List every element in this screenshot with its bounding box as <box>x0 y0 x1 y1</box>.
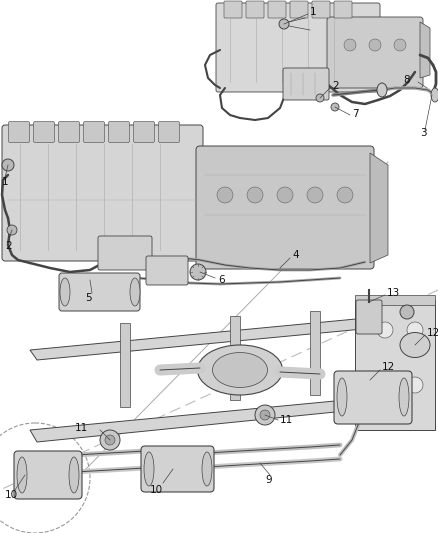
FancyBboxPatch shape <box>109 122 130 142</box>
Ellipse shape <box>399 378 409 416</box>
Text: 11: 11 <box>280 415 293 425</box>
Circle shape <box>7 225 17 235</box>
Ellipse shape <box>69 457 79 493</box>
Circle shape <box>100 430 120 450</box>
Circle shape <box>105 435 115 445</box>
Polygon shape <box>30 395 405 442</box>
FancyBboxPatch shape <box>283 68 329 100</box>
Text: 9: 9 <box>265 475 272 485</box>
FancyBboxPatch shape <box>290 1 308 18</box>
FancyBboxPatch shape <box>59 273 140 311</box>
Polygon shape <box>30 315 405 360</box>
Text: 7: 7 <box>352 109 359 119</box>
Text: 10: 10 <box>150 485 163 495</box>
FancyBboxPatch shape <box>14 451 82 499</box>
FancyBboxPatch shape <box>159 122 180 142</box>
Circle shape <box>277 187 293 203</box>
Ellipse shape <box>400 333 430 358</box>
Polygon shape <box>120 323 130 407</box>
Ellipse shape <box>337 378 347 416</box>
Circle shape <box>400 305 414 319</box>
Ellipse shape <box>431 88 438 102</box>
FancyBboxPatch shape <box>268 1 286 18</box>
FancyBboxPatch shape <box>33 122 54 142</box>
Circle shape <box>369 39 381 51</box>
FancyBboxPatch shape <box>334 371 412 424</box>
Text: 1: 1 <box>310 7 317 17</box>
FancyBboxPatch shape <box>334 1 352 18</box>
Text: 8: 8 <box>403 75 410 85</box>
Circle shape <box>307 187 323 203</box>
FancyBboxPatch shape <box>59 122 80 142</box>
FancyBboxPatch shape <box>216 3 380 92</box>
Polygon shape <box>310 311 320 395</box>
Text: 10: 10 <box>5 490 18 500</box>
Circle shape <box>394 39 406 51</box>
Ellipse shape <box>377 83 387 97</box>
Circle shape <box>247 187 263 203</box>
Polygon shape <box>420 22 430 78</box>
FancyBboxPatch shape <box>8 122 29 142</box>
FancyBboxPatch shape <box>146 256 188 285</box>
Circle shape <box>260 410 270 420</box>
Text: 2: 2 <box>5 241 12 251</box>
FancyBboxPatch shape <box>312 1 330 18</box>
FancyBboxPatch shape <box>141 446 214 492</box>
Circle shape <box>377 322 393 338</box>
Text: 1: 1 <box>2 177 9 187</box>
Circle shape <box>217 187 233 203</box>
FancyBboxPatch shape <box>134 122 155 142</box>
Text: 11: 11 <box>75 423 88 433</box>
Text: 12: 12 <box>382 362 395 372</box>
FancyBboxPatch shape <box>84 122 105 142</box>
Circle shape <box>337 187 353 203</box>
Ellipse shape <box>212 352 268 387</box>
Ellipse shape <box>130 278 140 306</box>
Circle shape <box>344 39 356 51</box>
Ellipse shape <box>198 345 283 395</box>
FancyBboxPatch shape <box>2 125 203 261</box>
Ellipse shape <box>60 278 70 306</box>
Text: 6: 6 <box>218 275 225 285</box>
Circle shape <box>407 322 423 338</box>
Polygon shape <box>355 300 435 430</box>
Ellipse shape <box>17 457 27 493</box>
Circle shape <box>2 159 14 171</box>
Text: 3: 3 <box>420 128 427 138</box>
Ellipse shape <box>202 452 212 486</box>
FancyBboxPatch shape <box>196 146 374 269</box>
FancyBboxPatch shape <box>327 17 423 88</box>
Text: 5: 5 <box>85 293 92 303</box>
Text: 4: 4 <box>292 250 299 260</box>
Circle shape <box>377 377 393 393</box>
Circle shape <box>190 264 206 280</box>
Text: 12: 12 <box>427 328 438 338</box>
FancyBboxPatch shape <box>246 1 264 18</box>
FancyBboxPatch shape <box>98 236 152 270</box>
Circle shape <box>407 377 423 393</box>
FancyBboxPatch shape <box>224 1 242 18</box>
Text: 13: 13 <box>387 288 400 298</box>
Circle shape <box>331 103 339 111</box>
Polygon shape <box>230 316 240 400</box>
Polygon shape <box>355 295 435 305</box>
FancyBboxPatch shape <box>356 300 382 334</box>
Ellipse shape <box>144 452 154 486</box>
Polygon shape <box>370 153 388 263</box>
Text: 2: 2 <box>332 81 339 91</box>
Circle shape <box>316 94 324 102</box>
Circle shape <box>279 19 289 29</box>
Circle shape <box>255 405 275 425</box>
